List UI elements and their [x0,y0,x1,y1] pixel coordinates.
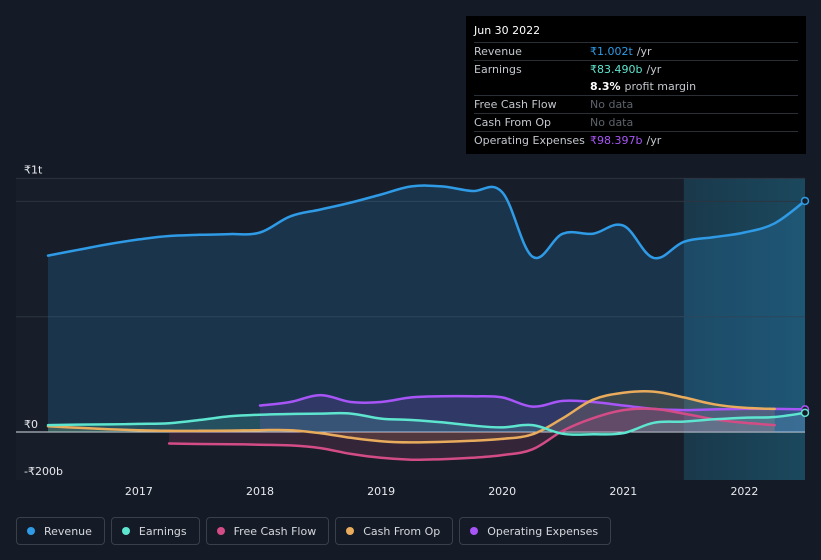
tooltip-row-free-cash-flow: Free Cash Flow No data [474,95,798,113]
tooltip-unit: profit margin [624,80,697,93]
tooltip-unit: /yr [646,63,662,76]
y-tick-label: -₹200b [24,465,63,478]
legend-item-free-cash-flow[interactable]: Free Cash Flow [205,517,330,545]
legend-label: Free Cash Flow [233,524,317,538]
tooltip-label: Revenue [474,45,522,58]
legend-label: Revenue [44,524,92,538]
tooltip-row-profit-margin: 8.3% profit margin [474,78,798,95]
operating-expenses-dot-icon [470,527,479,535]
operating-expenses-line [258,393,805,412]
x-tick-label: 2017 [125,485,153,498]
tooltip-unit: /yr [646,134,662,147]
earnings-dot-icon [121,527,130,535]
tooltip-unit: /yr [636,45,652,58]
y-tick-label: ₹1t [24,163,43,176]
tooltip-row-cash-from-op: Cash From Op No data [474,113,798,131]
x-tick-label: 2021 [609,485,637,498]
x-tick-label: 2018 [246,485,274,498]
x-tick-label: 2019 [367,485,395,498]
tooltip-value-revenue: ₹1.002t [590,45,633,58]
revenue-line [46,184,805,260]
tooltip-panel: Jun 30 2022 Revenue ₹1.002t /yr Earnings… [466,16,806,154]
legend-label: Operating Expenses [487,524,599,538]
series-end-markers [800,196,810,418]
tooltip-row-earnings: Earnings ₹83.490b /yr [474,60,798,78]
revenue-area [48,185,805,432]
cash-from-op-dot-icon [346,527,355,535]
tooltip-label: Operating Expenses [474,134,585,147]
legend-label: Cash From Op [363,524,441,538]
revenue-end-point [800,196,810,206]
free-cash-flow-dot-icon [216,527,225,535]
legend-item-revenue[interactable]: Revenue [16,517,105,545]
chart-canvas: ₹1t ₹0 -₹200b 2017 2018 2019 2020 2021 2022 [16,163,810,498]
x-axis-labels: 2017 2018 2019 2020 2021 2022 [125,485,759,498]
tooltip-date: Jun 30 2022 [474,24,541,37]
cash-from-op-line [46,389,776,444]
gridlines [16,177,805,433]
tooltip-value-cash-from-op: No data [590,116,634,129]
legend-label: Earnings [138,524,187,538]
tooltip-label: Earnings [474,63,522,76]
y-axis-labels: ₹1t ₹0 -₹200b [24,163,63,478]
tooltip-value-operating-expenses: ₹98.397b [590,134,643,147]
tooltip-value-earnings: ₹83.490b [590,63,643,76]
free-cash-flow-line [167,407,776,461]
earnings-end-point [800,408,810,418]
tooltip-value-free-cash-flow: No data [590,98,634,111]
earnings-line [46,411,805,436]
legend-item-earnings[interactable]: Earnings [110,517,200,545]
x-tick-label: 2022 [730,485,758,498]
chart-legend: Revenue Earnings Free Cash Flow Cash Fro… [16,517,612,545]
tooltip-value-profit-margin: 8.3% [590,80,621,93]
cash-from-op-area [48,391,775,443]
y-tick-label: ₹0 [24,418,38,431]
tooltip-row-revenue: Revenue ₹1.002t /yr [474,42,798,60]
tooltip-row-operating-expenses: Operating Expenses ₹98.397b /yr [474,131,798,149]
tooltip-label: Free Cash Flow [474,98,557,111]
tooltip-label: Cash From Op [474,116,552,129]
x-tick-label: 2020 [488,485,516,498]
revenue-dot-icon [27,527,35,535]
legend-item-cash-from-op[interactable]: Cash From Op [335,517,454,545]
forecast-highlight-region [683,178,805,480]
series-lines [46,184,805,461]
legend-item-operating-expenses[interactable]: Operating Expenses [459,517,612,545]
